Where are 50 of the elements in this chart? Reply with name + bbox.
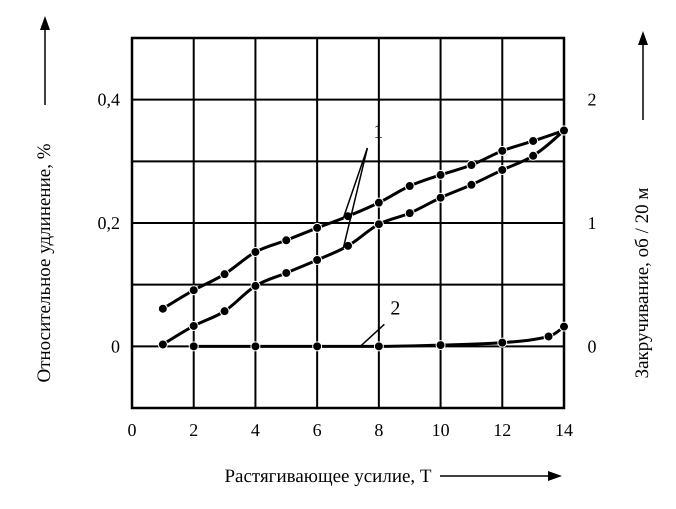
point xyxy=(250,280,260,291)
x-tick-label: 4 xyxy=(250,420,260,440)
point xyxy=(220,306,230,316)
point xyxy=(312,222,322,233)
x-tick-label: 8 xyxy=(374,420,384,440)
point xyxy=(559,322,569,332)
x-tick-label: 10 xyxy=(432,420,450,440)
point xyxy=(374,198,384,208)
point xyxy=(220,269,230,280)
point xyxy=(312,255,322,265)
point xyxy=(374,219,384,230)
x-tick-label: 0 xyxy=(128,420,136,440)
point xyxy=(188,320,199,331)
point xyxy=(374,341,384,352)
x-tick-label: 14 xyxy=(555,420,573,440)
y-tick-label: 0,4 xyxy=(98,90,120,110)
point xyxy=(250,246,260,257)
point xyxy=(497,164,508,175)
y-tick-label: 0 xyxy=(111,336,120,356)
point xyxy=(544,331,554,342)
point xyxy=(436,192,446,203)
point xyxy=(528,150,538,161)
point xyxy=(281,235,292,246)
point xyxy=(436,170,446,180)
point xyxy=(404,181,415,191)
y2-tick-label: 2 xyxy=(588,90,596,110)
point xyxy=(404,208,415,218)
point xyxy=(466,180,476,190)
point xyxy=(528,136,538,146)
point xyxy=(497,146,508,156)
point xyxy=(158,339,168,350)
point xyxy=(497,338,508,348)
point xyxy=(188,285,199,296)
x-tick-label: 6 xyxy=(312,420,322,440)
x-axis-title: Растягивающее усилие, Т xyxy=(224,466,432,487)
y2-axis-title: Закручивание, об / 20 м xyxy=(632,188,653,378)
y-tick-label: 0,2 xyxy=(98,213,120,233)
x-tick-label: 12 xyxy=(493,420,512,440)
point xyxy=(158,304,168,314)
y2-tick-label: 1 xyxy=(588,213,596,233)
y2-tick-label: 0 xyxy=(588,336,596,356)
point xyxy=(281,268,292,278)
point xyxy=(250,341,260,352)
series-label: 2 xyxy=(390,297,400,320)
point xyxy=(312,341,322,352)
y-axis-title: Относительное удлинение, % xyxy=(34,143,55,383)
point xyxy=(466,160,476,170)
point xyxy=(188,341,199,352)
x-tick-label: 2 xyxy=(189,420,198,440)
point xyxy=(436,340,446,350)
